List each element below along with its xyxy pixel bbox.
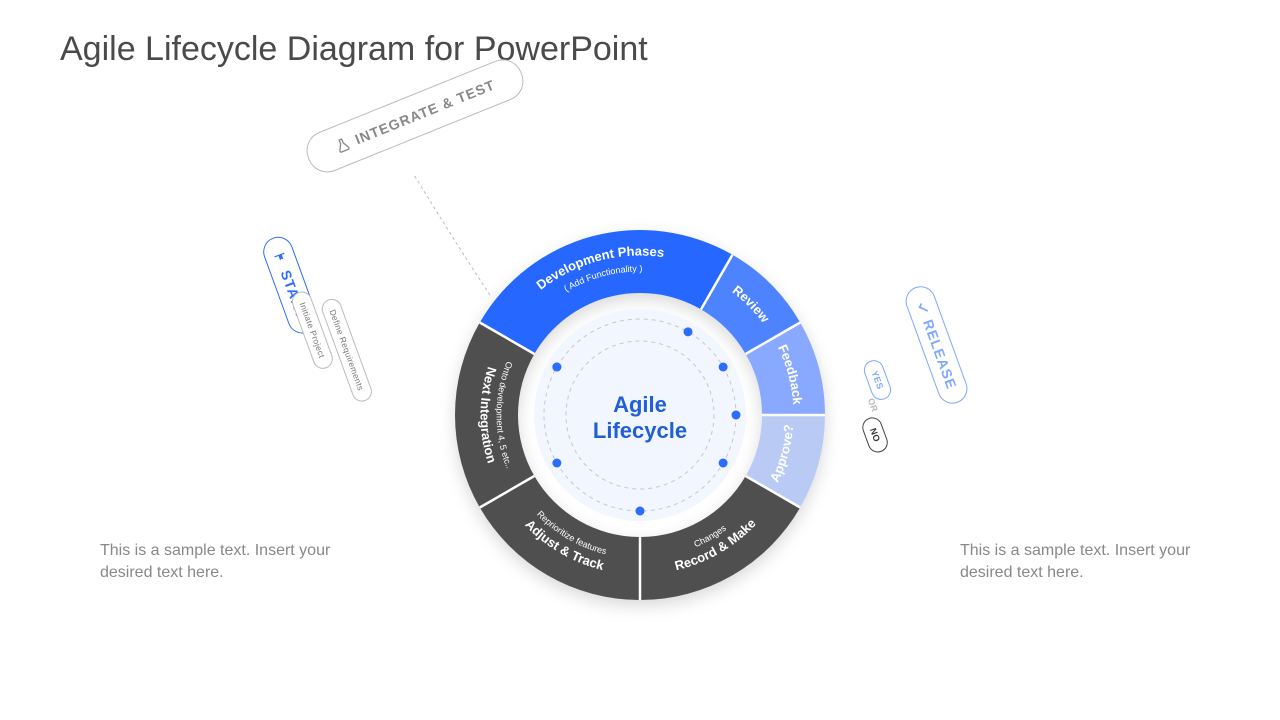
boundary-dot	[552, 363, 561, 372]
boundary-dot	[719, 459, 728, 468]
center-title-line1: Agile	[330, 392, 950, 418]
boundary-dot	[684, 327, 693, 336]
flag-icon	[272, 249, 290, 267]
agile-lifecycle-diagram: Development Phases( Add Functionality )R…	[330, 175, 950, 675]
callout-integrate-label: INTEGRATE & TEST	[353, 76, 498, 147]
sample-text-left: This is a sample text. Insert your desir…	[100, 540, 350, 585]
callout-integrate-test: INTEGRATE & TEST	[300, 54, 529, 179]
sample-text-right: This is a sample text. Insert your desir…	[960, 540, 1210, 585]
beaker-icon	[332, 135, 353, 156]
boundary-dot	[719, 363, 728, 372]
boundary-dot	[636, 507, 645, 516]
slide-title: Agile Lifecycle Diagram for PowerPoint	[60, 30, 648, 69]
boundary-dot	[552, 459, 561, 468]
connector-integrate	[390, 175, 490, 295]
center-title-line2: Lifecycle	[330, 418, 950, 444]
